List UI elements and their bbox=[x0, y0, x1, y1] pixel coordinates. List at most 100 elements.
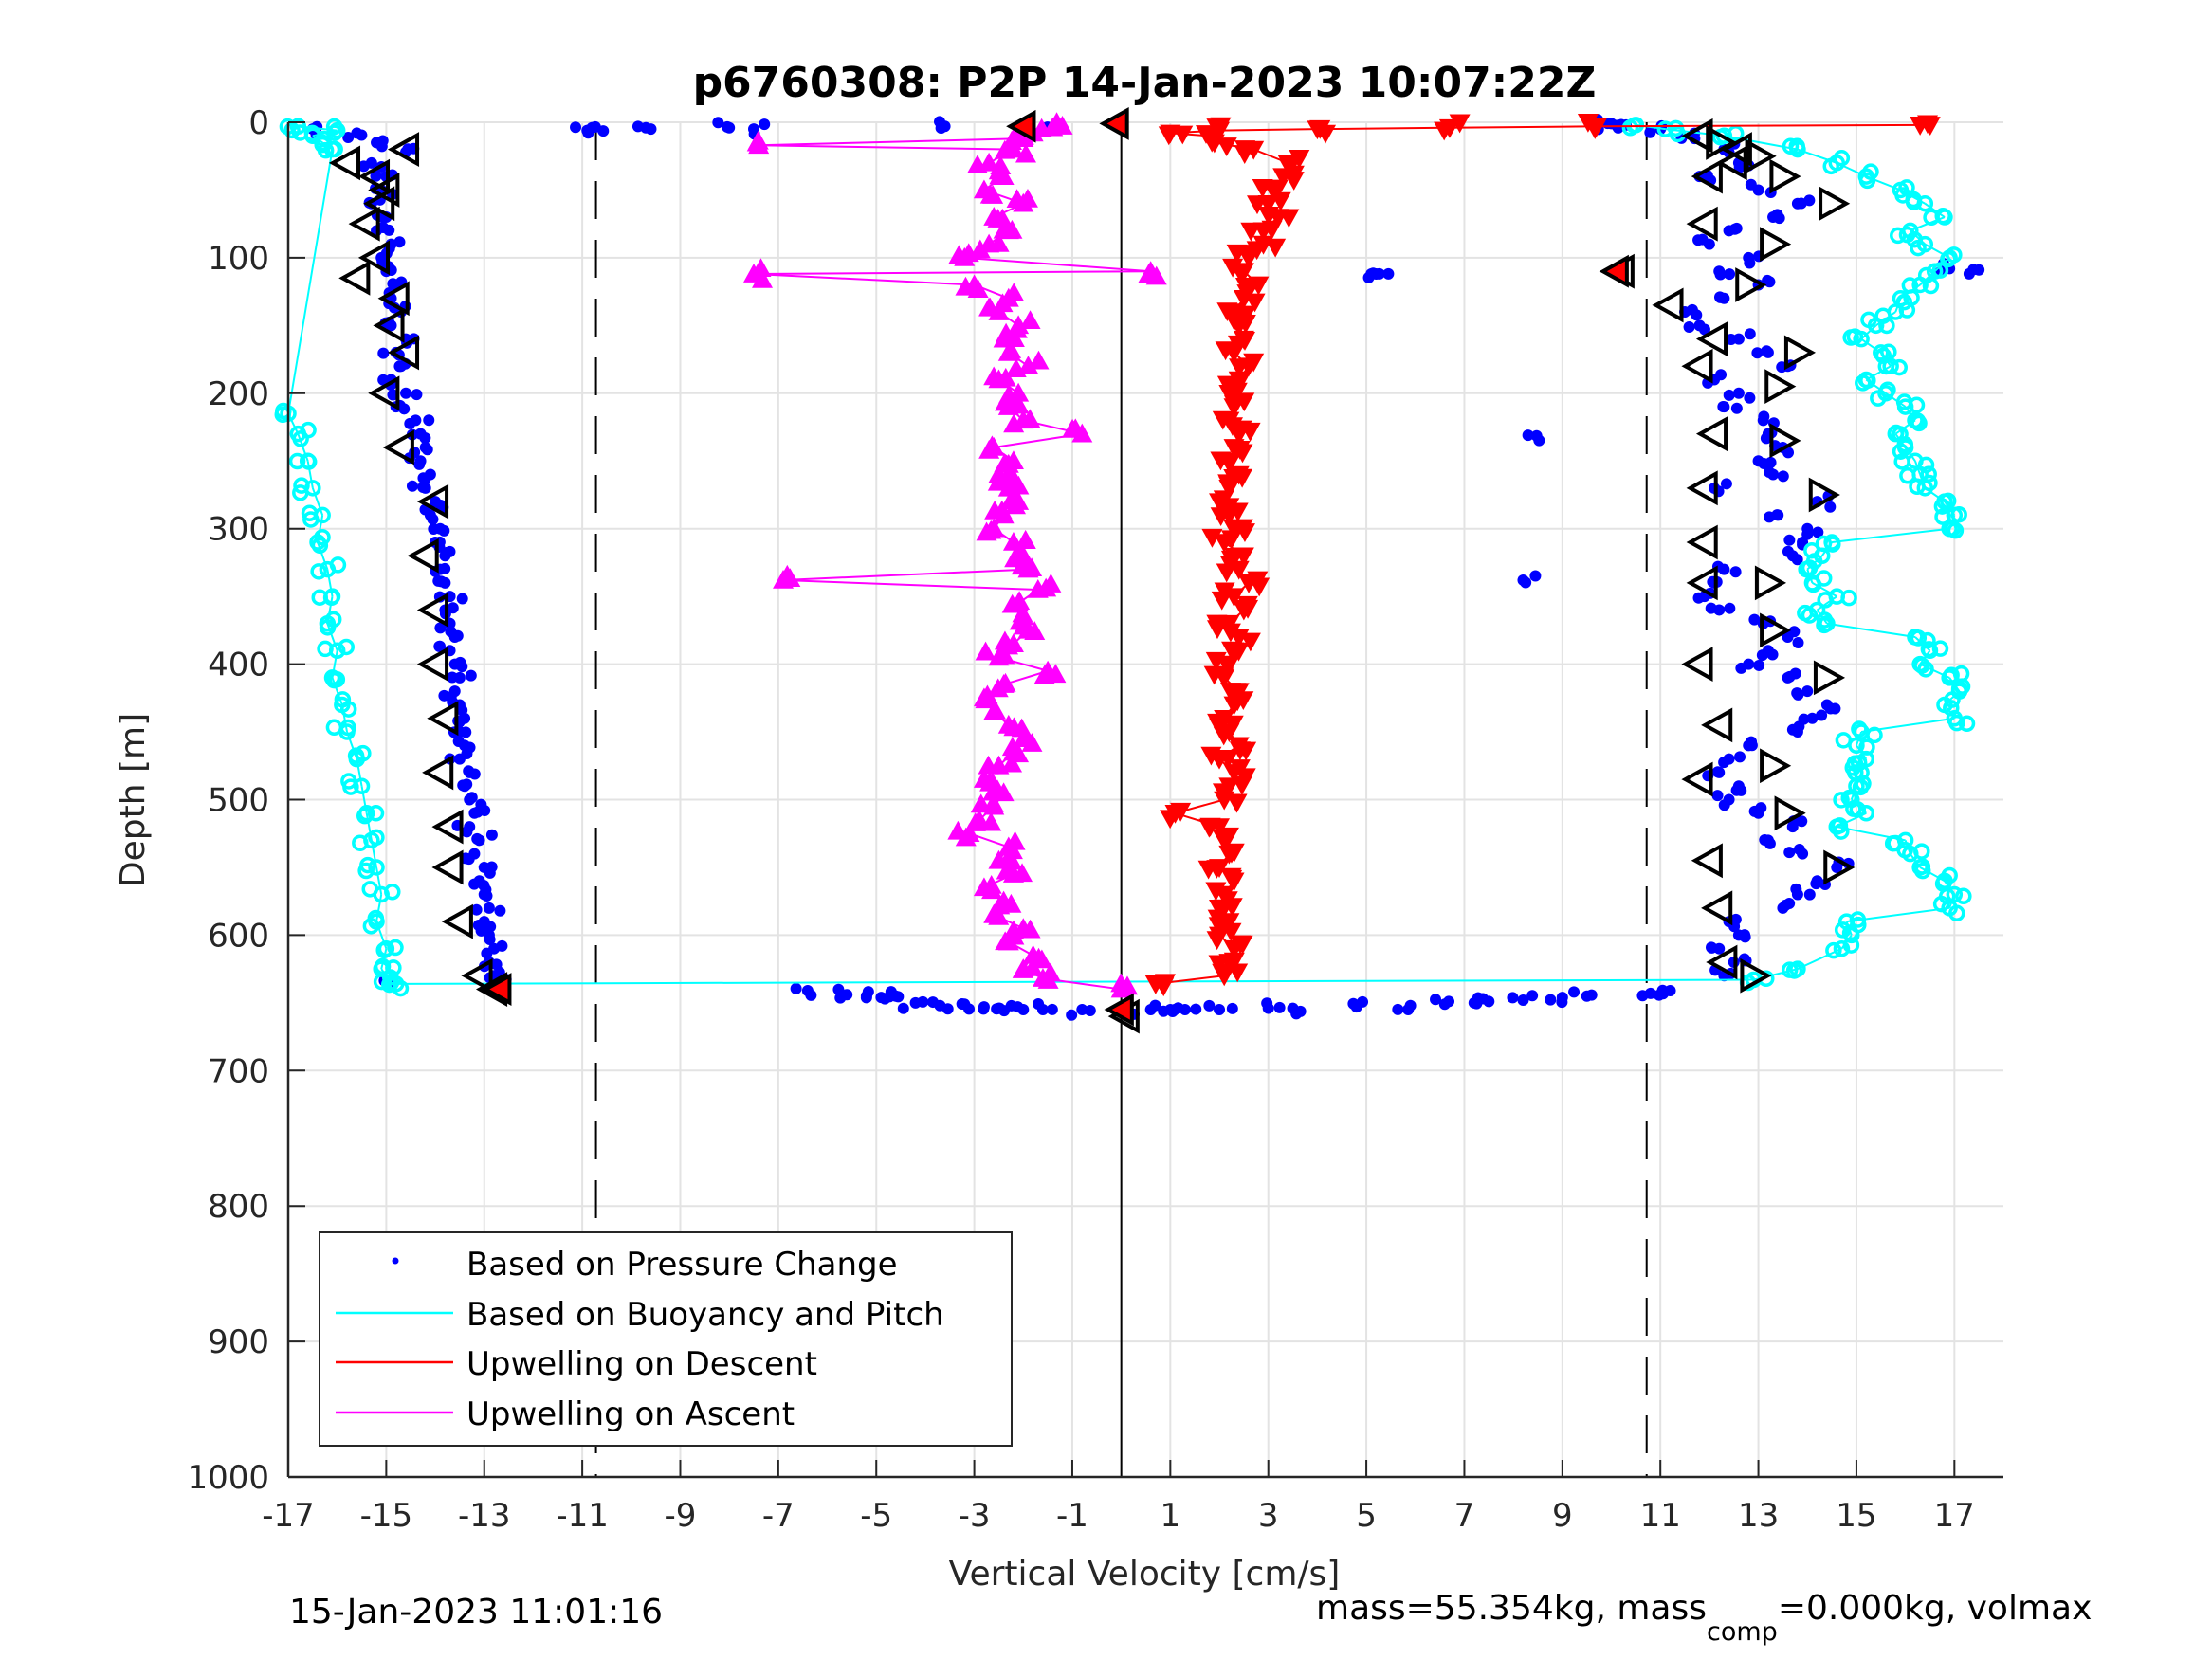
data-point bbox=[1754, 565, 1787, 601]
tick-labels: -17 -15 -13 -11 -9 -7 -5 -3 -1 1 3 5 7 9 11 13 15 1701002… bbox=[187, 104, 1974, 1535]
data-point bbox=[1764, 466, 1776, 479]
data-point bbox=[1720, 132, 1752, 167]
x-tick-label: 3 bbox=[1258, 1497, 1279, 1535]
data-point bbox=[978, 439, 1000, 459]
data-point bbox=[1430, 994, 1442, 1006]
data-point bbox=[1216, 137, 1237, 156]
data-point bbox=[352, 834, 369, 851]
data-point bbox=[1878, 317, 1895, 335]
series-segment bbox=[1924, 243, 1950, 259]
data-point bbox=[994, 645, 1015, 665]
data-point bbox=[1761, 345, 1773, 357]
y-tick-label: 200 bbox=[208, 375, 269, 413]
data-point bbox=[1706, 944, 1738, 980]
data-point bbox=[1919, 631, 1936, 649]
data-point bbox=[978, 1003, 990, 1015]
data-point bbox=[370, 170, 382, 182]
series-segment bbox=[331, 677, 343, 705]
data-point bbox=[1001, 840, 1023, 860]
data-point bbox=[1692, 234, 1705, 246]
series-left-pointing-markers-ascent- bbox=[1107, 118, 1752, 1034]
data-point bbox=[1166, 1006, 1179, 1018]
data-point bbox=[1149, 999, 1161, 1012]
data-point bbox=[1724, 602, 1736, 614]
data-point bbox=[484, 934, 496, 946]
data-point bbox=[917, 995, 929, 1008]
legend: Based on Pressure Change Based on Buoyan… bbox=[319, 1231, 1013, 1447]
series-segment bbox=[306, 461, 314, 489]
data-point bbox=[862, 986, 874, 998]
data-point bbox=[999, 340, 1021, 360]
data-point bbox=[1948, 714, 1965, 732]
data-point bbox=[1786, 723, 1799, 736]
data-point bbox=[496, 939, 508, 952]
data-point bbox=[1599, 254, 1629, 288]
series-segment bbox=[1831, 527, 1950, 543]
data-point bbox=[1909, 412, 1927, 429]
data-point bbox=[441, 903, 473, 939]
data-point bbox=[1769, 158, 1801, 194]
data-point bbox=[956, 997, 968, 1010]
data-point bbox=[1931, 640, 1949, 657]
series-segment bbox=[964, 256, 1151, 273]
series-segment bbox=[375, 866, 383, 895]
data-point bbox=[398, 403, 411, 415]
data-point bbox=[457, 779, 469, 792]
data-point bbox=[416, 592, 449, 628]
data-point bbox=[1782, 545, 1794, 557]
data-point bbox=[422, 755, 454, 791]
data-point bbox=[1028, 947, 1050, 967]
data-point bbox=[1910, 629, 1928, 647]
data-point bbox=[1740, 957, 1772, 994]
data-point bbox=[1223, 343, 1245, 363]
data-point bbox=[334, 691, 352, 708]
data-point bbox=[1205, 882, 1227, 902]
data-point bbox=[1783, 534, 1796, 546]
data-point bbox=[417, 481, 430, 493]
data-point bbox=[431, 849, 464, 885]
data-point bbox=[1206, 614, 1228, 634]
data-point bbox=[1729, 913, 1742, 925]
data-point bbox=[302, 511, 320, 528]
data-point bbox=[387, 939, 404, 957]
data-point bbox=[356, 129, 368, 141]
data-point bbox=[1214, 582, 1235, 602]
data-point bbox=[1764, 837, 1776, 849]
data-point bbox=[419, 432, 431, 445]
data-point bbox=[1006, 319, 1028, 338]
data-point bbox=[1744, 328, 1756, 340]
data-point bbox=[1874, 307, 1892, 324]
y-tick-label: 700 bbox=[208, 1052, 269, 1090]
data-point bbox=[1941, 866, 1958, 884]
data-point bbox=[357, 240, 391, 276]
data-point bbox=[597, 125, 610, 137]
data-point bbox=[292, 430, 309, 447]
data-point bbox=[480, 884, 492, 896]
data-point bbox=[454, 656, 466, 668]
data-point bbox=[1913, 657, 1930, 674]
data-point bbox=[1705, 602, 1717, 614]
y-tick-label: 100 bbox=[208, 240, 269, 278]
data-point bbox=[1860, 311, 1877, 329]
data-point bbox=[357, 862, 375, 880]
series-left-pointing-markers-descent- bbox=[328, 132, 508, 1007]
data-point bbox=[1232, 468, 1253, 488]
data-point bbox=[992, 293, 1014, 313]
data-point bbox=[1283, 172, 1305, 191]
data-point bbox=[995, 931, 1016, 951]
data-point bbox=[485, 829, 498, 841]
data-point bbox=[1278, 209, 1300, 228]
data-point bbox=[1206, 931, 1228, 951]
data-point bbox=[1958, 715, 1976, 733]
data-point bbox=[1145, 265, 1167, 285]
data-point bbox=[752, 268, 774, 288]
data-point bbox=[338, 638, 356, 656]
data-point bbox=[1753, 659, 1765, 671]
data-point bbox=[1803, 888, 1816, 901]
data-point bbox=[1790, 883, 1802, 895]
data-point bbox=[1216, 656, 1238, 676]
data-point bbox=[1817, 592, 1834, 609]
data-point bbox=[1221, 641, 1243, 661]
data-point bbox=[1783, 670, 1796, 683]
data-point bbox=[1963, 267, 1975, 280]
